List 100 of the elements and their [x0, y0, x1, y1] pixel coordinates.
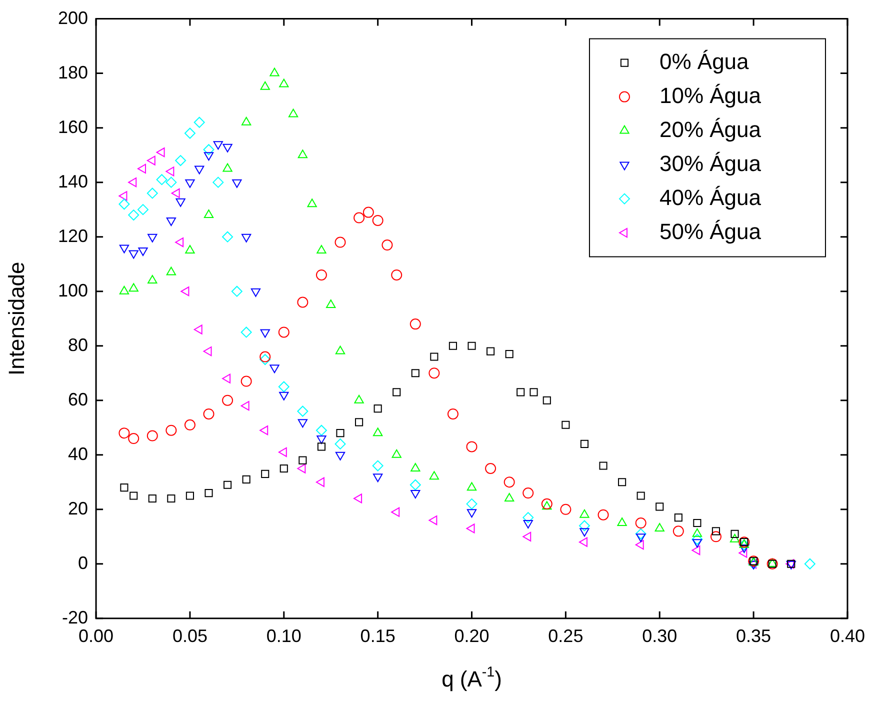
- point: [148, 274, 158, 284]
- point: [738, 548, 748, 558]
- point: [307, 198, 317, 208]
- point: [260, 426, 268, 436]
- point: [213, 141, 223, 150]
- point: [185, 244, 195, 254]
- point: [674, 514, 682, 522]
- point: [166, 176, 177, 188]
- point: [392, 388, 401, 396]
- point: [212, 176, 224, 188]
- y-tick-label: 80: [68, 334, 88, 355]
- point: [530, 388, 538, 396]
- point: [176, 198, 186, 207]
- point: [599, 462, 608, 470]
- point: [138, 247, 148, 256]
- y-tick-label: 0: [78, 552, 88, 573]
- y-tick-label: -20: [62, 607, 88, 628]
- x-tick-label: 0.15: [360, 626, 396, 646]
- point: [522, 512, 534, 524]
- point: [260, 354, 271, 365]
- point: [146, 188, 158, 199]
- legend-label: 40% Água: [659, 184, 762, 210]
- point: [130, 492, 138, 500]
- point: [485, 463, 496, 474]
- point: [410, 318, 421, 330]
- point: [184, 419, 196, 430]
- point: [118, 428, 130, 439]
- point: [204, 488, 213, 498]
- point: [166, 217, 176, 226]
- point: [231, 286, 242, 297]
- point: [175, 155, 186, 166]
- point: [336, 429, 344, 438]
- point: [148, 234, 158, 242]
- point: [118, 198, 130, 210]
- point: [128, 177, 137, 188]
- point: [692, 528, 702, 537]
- point: [298, 150, 308, 158]
- point: [260, 81, 270, 90]
- point: [184, 128, 196, 139]
- point: [654, 522, 664, 532]
- point: [504, 476, 515, 488]
- point: [119, 286, 130, 294]
- x-tick-label: 0.40: [830, 626, 866, 646]
- point: [730, 530, 739, 538]
- point: [260, 351, 271, 362]
- point: [128, 283, 138, 292]
- point: [391, 269, 402, 280]
- point: [447, 408, 458, 420]
- x-tick-label: 0.05: [172, 626, 208, 646]
- x-tick-label: 0.30: [642, 626, 678, 646]
- point: [278, 381, 290, 392]
- point: [618, 478, 626, 486]
- point: [166, 266, 176, 276]
- point: [355, 418, 364, 426]
- point: [410, 463, 420, 472]
- point: [334, 438, 346, 450]
- point: [194, 166, 204, 174]
- point: [580, 528, 590, 537]
- point: [317, 442, 326, 451]
- point: [542, 501, 552, 510]
- point: [194, 324, 202, 334]
- point: [250, 288, 261, 297]
- point: [119, 244, 130, 254]
- point: [232, 179, 242, 188]
- point: [580, 509, 590, 518]
- point: [410, 479, 421, 490]
- point: [120, 484, 128, 492]
- y-tick-label: 180: [58, 62, 88, 82]
- point: [448, 342, 458, 350]
- point: [486, 347, 495, 356]
- point: [128, 250, 138, 259]
- point: [580, 440, 589, 448]
- point: [185, 179, 195, 188]
- point: [672, 526, 684, 537]
- point: [316, 244, 326, 254]
- point: [636, 534, 646, 542]
- point: [335, 452, 346, 460]
- point: [146, 156, 156, 166]
- point: [692, 539, 702, 548]
- point: [372, 460, 384, 472]
- point: [635, 518, 646, 529]
- point: [288, 108, 298, 118]
- point: [372, 428, 383, 436]
- point: [430, 352, 438, 361]
- point: [128, 210, 140, 221]
- x-tick-label: 0.10: [266, 626, 302, 646]
- point: [297, 464, 306, 474]
- point: [617, 518, 627, 526]
- point: [505, 350, 514, 358]
- point: [710, 531, 722, 542]
- x-tick-label: 0.25: [548, 626, 584, 646]
- point: [194, 116, 205, 128]
- y-tick-label: 20: [68, 498, 88, 518]
- point: [692, 545, 700, 556]
- point: [693, 518, 702, 528]
- point: [598, 509, 609, 520]
- point: [542, 396, 551, 404]
- point: [118, 191, 128, 201]
- point: [270, 68, 280, 76]
- point: [156, 148, 165, 158]
